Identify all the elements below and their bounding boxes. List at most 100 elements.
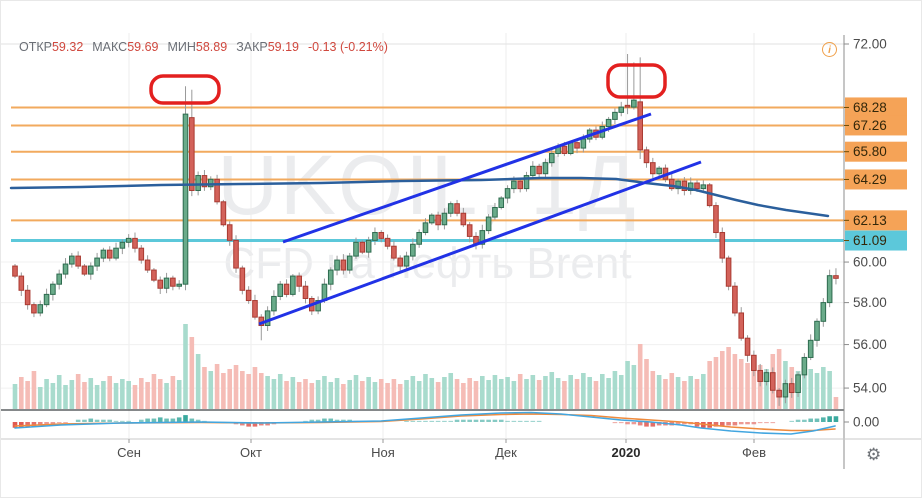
candle [561,145,568,155]
legend-open: ОТКР59.32 [19,40,84,54]
candle [681,180,688,191]
candle [372,232,378,241]
indicator-pane[interactable] [1,409,844,435]
time-axis-label: Ноя [371,445,395,460]
price-level-label-text: 61.09 [853,233,887,248]
time-axis-label: Фев [742,445,766,460]
gear-icon[interactable]: ⚙ [866,445,882,464]
candle [447,203,454,214]
candle [346,255,353,271]
candle [327,269,334,285]
candle [302,285,309,299]
candle [106,249,113,259]
candle [706,184,713,207]
candle [511,180,517,190]
time-axis[interactable]: Сен Окт Ноя Дек 2020 Фев [117,439,766,460]
price-level-label [845,230,907,251]
candle [12,265,18,277]
candle [384,237,391,247]
candle [542,162,549,175]
candle [612,111,618,120]
candle [650,162,656,175]
highlight-annotations[interactable] [149,63,667,105]
candle [833,275,839,279]
candle [618,106,625,113]
price-level-label-text: 67.26 [853,118,887,133]
candle [744,337,751,356]
candle [675,180,681,190]
candle [233,239,239,269]
candle [43,293,50,306]
candle [277,283,284,297]
candle [694,182,700,190]
candle [713,205,719,234]
price-level-label-text: 68.28 [853,100,887,115]
candle [700,184,707,190]
candle [340,259,347,271]
candle [624,104,631,108]
candle [643,149,650,164]
candle [441,212,448,226]
candle [378,232,385,239]
candle [81,265,88,275]
candle [245,289,252,302]
candle [132,237,138,249]
legend-close: ЗАКР59.19 [236,40,299,54]
price-level-label-text: 62.13 [853,213,887,228]
candle [239,267,246,291]
price-axis-label: 58.00 [853,295,887,310]
legend-high: МАКС59.69 [92,40,159,54]
candle [207,178,214,188]
delayed-data-info-icon[interactable]: i [822,42,837,57]
candle [75,255,81,267]
candle [220,201,227,226]
ohlc-legend[interactable]: ОТКР59.32 МАКС59.69 МИН58.89 ЗАКР59.19 -0.13… [19,40,388,54]
candle [403,255,410,267]
candle [479,230,486,245]
candle [548,153,555,164]
candle [422,222,429,234]
candle [290,275,296,295]
legend-change: -0.13 (-0.21%) [307,40,388,54]
candle [87,265,94,275]
price-level-label [845,141,907,162]
candle [391,245,397,259]
candle [485,216,492,232]
price-level-label-text: 64.29 [853,172,887,187]
candle [605,118,612,128]
candle [50,283,56,295]
overlay-lines-layer[interactable] [9,112,830,326]
candle [498,197,505,209]
price-axis[interactable]: 72.00 60.00 58.00 56.00 54.00 68.28 67.26 65.80… [1,35,922,469]
candle [751,354,757,371]
candle [195,175,201,191]
candles-layer[interactable] [12,54,839,406]
candle [69,255,75,265]
candle [801,356,808,376]
red-highlight-box [149,74,221,105]
time-axis-label: Окт [240,445,262,460]
candle [189,117,195,191]
candle [454,203,460,214]
volume-bars-layer [12,324,839,409]
candle [770,372,776,391]
candle [353,241,359,257]
time-axis-label: 2020 [612,445,641,460]
candle [94,257,100,267]
candle [435,214,441,226]
candle [214,178,220,203]
candle [264,310,271,327]
price-axis-label: 72.00 [853,37,887,52]
time-axis-label: Сен [117,445,141,460]
candle [530,165,536,177]
candle [776,389,782,398]
candle [182,113,189,285]
candle [567,142,574,155]
candle [782,383,789,398]
price-level-lines[interactable] [11,106,844,243]
price-axis-label: 54.00 [853,381,887,396]
candle [271,295,277,312]
candle [788,383,795,394]
candle [296,275,302,287]
